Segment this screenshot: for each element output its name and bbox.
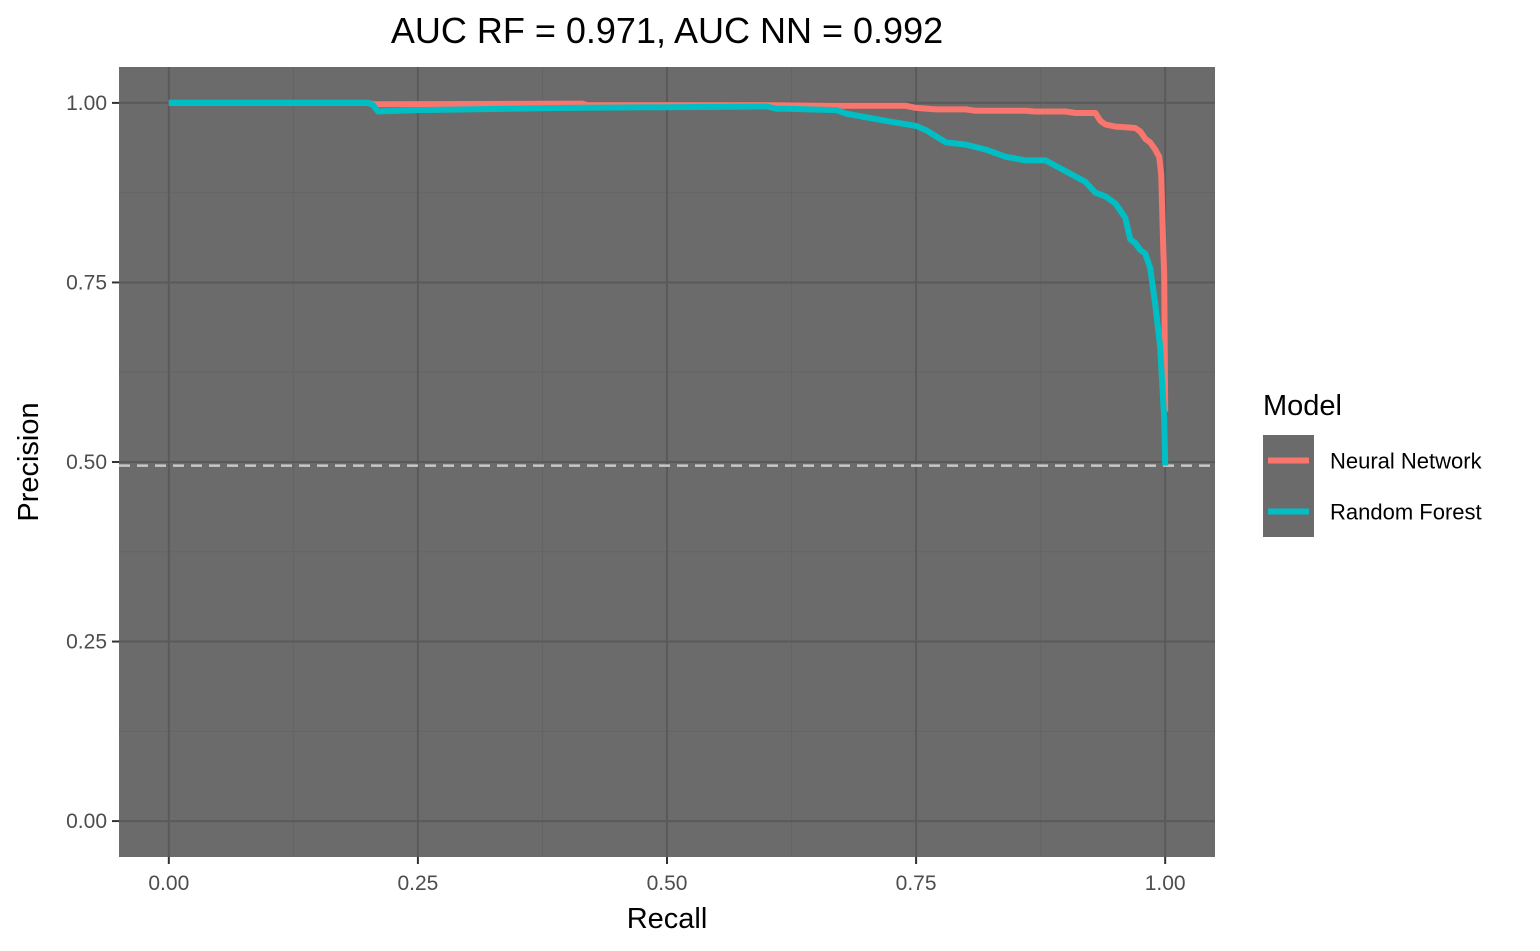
y-axis-ticks: 0.00 0.25 0.50 0.75 1.00 <box>66 92 119 833</box>
chart-title: AUC RF = 0.971, AUC NN = 0.992 <box>391 10 943 51</box>
legend: Model Neural Network Random Forest <box>1263 390 1483 537</box>
y-tick-label: 0.00 <box>66 810 107 833</box>
x-tick-label: 0.75 <box>896 872 937 895</box>
x-tick-label: 1.00 <box>1145 872 1186 895</box>
y-tick-label: 1.00 <box>66 92 107 115</box>
legend-title: Model <box>1263 390 1342 422</box>
x-axis-ticks: 0.00 0.25 0.50 0.75 1.00 <box>148 857 1186 895</box>
x-tick-label: 0.00 <box>148 872 189 895</box>
y-axis-title: Precision <box>13 402 45 521</box>
series-layer <box>168 99 1169 466</box>
x-tick-label: 0.50 <box>647 872 688 895</box>
legend-items: Neural Network Random Forest <box>1263 435 1483 537</box>
series-line-neural-network <box>168 99 1169 412</box>
y-tick-label: 0.75 <box>66 271 107 294</box>
x-tick-label: 0.25 <box>397 872 438 895</box>
y-tick-label: 0.50 <box>66 451 107 474</box>
x-axis-title: Recall <box>627 903 708 935</box>
y-tick-label: 0.25 <box>66 631 107 654</box>
series-line-random-forest <box>168 99 1169 466</box>
legend-label: Random Forest <box>1330 500 1482 525</box>
legend-label: Neural Network <box>1330 449 1483 474</box>
